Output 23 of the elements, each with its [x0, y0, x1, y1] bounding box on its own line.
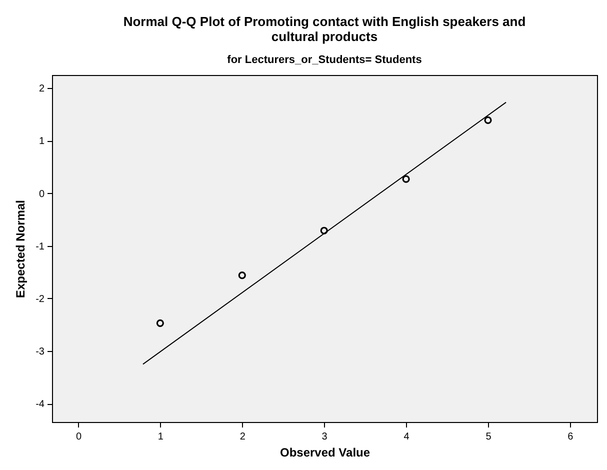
x-axis-title: Observed Value	[280, 446, 370, 460]
x-tick-label: 0	[76, 432, 82, 442]
x-tick-label: 1	[158, 432, 164, 442]
y-axis-title: Expected Normal	[14, 200, 28, 298]
y-tick-label: 0	[38, 188, 45, 200]
y-tick-label: -2	[36, 294, 45, 305]
x-tick-label: 2	[240, 432, 246, 442]
chart-title: Normal Q-Q Plot of Promoting contact with English speakers and cultural products	[123, 14, 526, 44]
point	[484, 116, 492, 124]
point	[320, 226, 328, 234]
point	[238, 272, 246, 280]
y-tick-label: -4	[36, 399, 45, 410]
y-tick-label: 2	[38, 84, 45, 95]
chart-subtitle: for Lecturers_or_Students= Students	[227, 54, 422, 66]
x-tick-label: 4	[404, 432, 410, 442]
x-tick-label: 3	[322, 432, 328, 442]
x-tick-label: 5	[486, 432, 492, 442]
y-tick-label: -3	[36, 346, 45, 358]
point	[402, 175, 410, 183]
y-tick-label: -1	[36, 241, 45, 252]
y-tick-label: 1	[38, 136, 45, 148]
point	[156, 319, 164, 327]
x-tick-label: 6	[568, 432, 574, 442]
